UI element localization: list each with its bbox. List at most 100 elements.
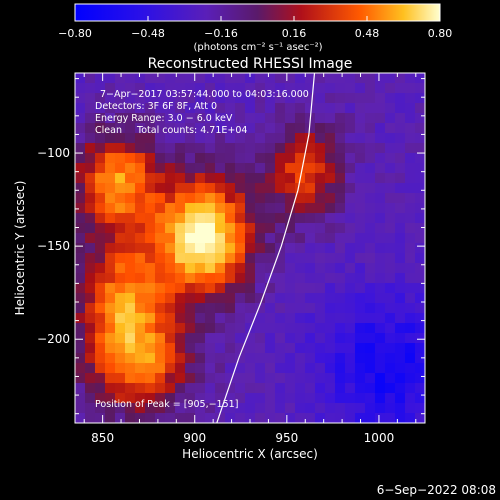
heatmap-cell — [195, 213, 206, 224]
heatmap-cell — [275, 283, 286, 294]
heatmap-cell — [385, 223, 396, 234]
heatmap-cell — [175, 303, 186, 314]
heatmap-cell — [265, 123, 276, 134]
heatmap-cell — [195, 313, 206, 324]
heatmap-cell — [395, 393, 406, 404]
heatmap-cell — [305, 73, 316, 84]
heatmap-cell — [125, 243, 136, 254]
heatmap-cell — [155, 173, 166, 184]
heatmap-cell — [125, 103, 136, 114]
heatmap-cell — [355, 163, 366, 174]
heatmap-cell — [265, 133, 276, 144]
heatmap-cell — [375, 143, 386, 154]
heatmap-cell — [255, 403, 266, 414]
heatmap-cell — [405, 183, 416, 194]
heatmap-cell — [355, 313, 366, 324]
heatmap-cell — [85, 273, 96, 284]
heatmap-cell — [365, 253, 376, 264]
heatmap-cell — [225, 363, 236, 374]
heatmap-cell — [325, 73, 336, 84]
heatmap-cell — [375, 133, 386, 144]
heatmap-cell — [165, 363, 176, 374]
heatmap-cell — [75, 143, 86, 154]
heatmap-cell — [155, 193, 166, 204]
colorbar-tick-label: −0.48 — [131, 27, 165, 40]
heatmap-cell — [235, 263, 246, 274]
heatmap-cell — [335, 273, 346, 284]
heatmap-cell — [235, 303, 246, 314]
heatmap-cell — [265, 83, 276, 94]
heatmap-cell — [145, 223, 156, 234]
heatmap-cell — [295, 73, 306, 84]
heatmap-cell — [225, 223, 236, 234]
heatmap-cell — [185, 263, 196, 274]
heatmap-cell — [275, 263, 286, 274]
heatmap-cell — [245, 93, 256, 104]
heatmap-cell — [155, 133, 166, 144]
heatmap-cell — [295, 263, 306, 274]
heatmap-cell — [295, 383, 306, 394]
heatmap-cell — [415, 203, 425, 214]
heatmap-cell — [95, 223, 106, 234]
heatmap-cell — [345, 143, 356, 154]
heatmap-cell — [265, 293, 276, 304]
heatmap-cell — [355, 273, 366, 284]
heatmap-cell — [125, 73, 136, 84]
heatmap-cell — [135, 313, 146, 324]
heatmap-cell — [245, 183, 256, 194]
heatmap-cell — [105, 203, 116, 214]
heatmap-cell — [395, 243, 406, 254]
heatmap-cell — [145, 93, 156, 104]
heatmap-cell — [385, 363, 396, 374]
heatmap-cell — [145, 293, 156, 304]
heatmap-cell — [415, 323, 425, 334]
heatmap-cell — [155, 333, 166, 344]
heatmap-cell — [385, 323, 396, 334]
heatmap-grid — [75, 73, 425, 423]
heatmap-cell — [365, 383, 376, 394]
heatmap-cell — [365, 303, 376, 314]
heatmap-cell — [125, 373, 136, 384]
heatmap-cell — [135, 193, 146, 204]
heatmap-cell — [335, 263, 346, 274]
heatmap-cell — [375, 203, 386, 214]
heatmap-cell — [265, 183, 276, 194]
heatmap-cell — [235, 413, 246, 423]
heatmap-cell — [155, 73, 166, 84]
heatmap-cell — [275, 393, 286, 404]
heatmap-cell — [125, 123, 136, 134]
heatmap-cell — [255, 243, 266, 254]
heatmap-cell — [415, 83, 425, 94]
heatmap-cell — [85, 223, 96, 234]
heatmap-cell — [125, 83, 136, 94]
heatmap-cell — [115, 163, 126, 174]
heatmap-cell — [235, 293, 246, 304]
heatmap-cell — [105, 73, 116, 84]
heatmap-cell — [395, 223, 406, 234]
heatmap-cell — [135, 133, 146, 144]
heatmap-cell — [225, 203, 236, 214]
heatmap-cell — [145, 363, 156, 374]
heatmap-cell — [165, 263, 176, 274]
heatmap-cell — [185, 393, 196, 404]
heatmap-cell — [155, 323, 166, 334]
heatmap-cell — [305, 83, 316, 94]
heatmap-cell — [195, 203, 206, 214]
heatmap-cell — [285, 333, 296, 344]
heatmap-cell — [405, 193, 416, 204]
heatmap-cell — [345, 243, 356, 254]
heatmap-cell — [115, 263, 126, 274]
heatmap-cell — [175, 243, 186, 254]
heatmap-cell — [265, 233, 276, 244]
heatmap-cell — [255, 283, 266, 294]
heatmap-cell — [205, 393, 216, 404]
heatmap-cell — [415, 293, 425, 304]
heatmap-cell — [255, 333, 266, 344]
heatmap-cell — [145, 73, 156, 84]
heatmap-cell — [345, 123, 356, 134]
heatmap-cell — [245, 73, 256, 84]
heatmap-cell — [135, 323, 146, 334]
heatmap-cell — [295, 163, 306, 174]
heatmap-cell — [405, 403, 416, 414]
heatmap-cell — [75, 313, 86, 324]
